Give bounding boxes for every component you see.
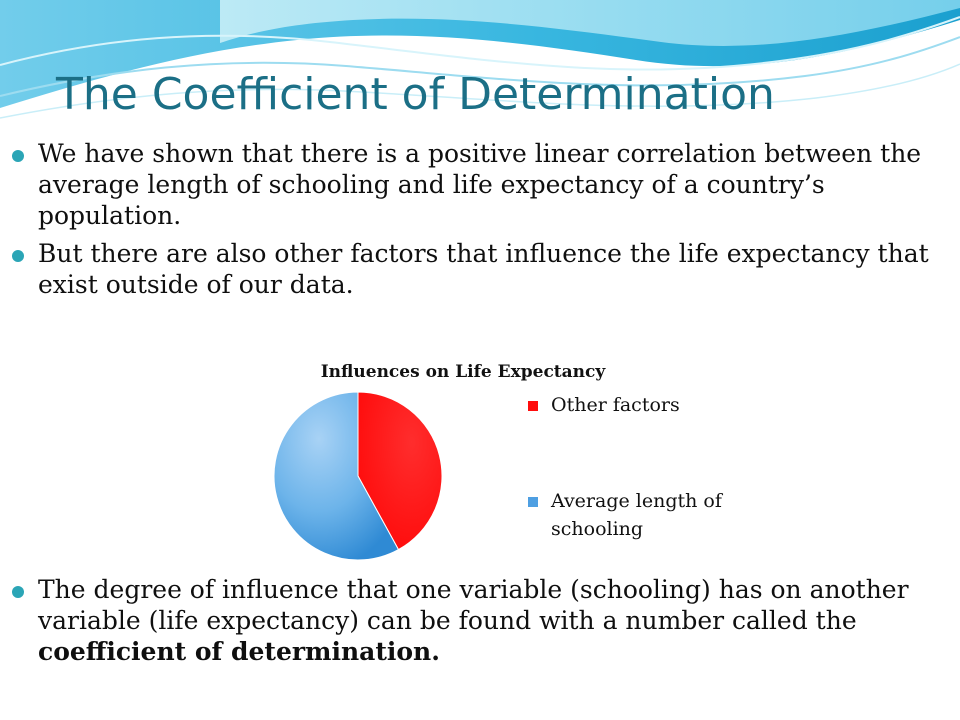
chart-title: Influences on Life Expectancy: [320, 362, 606, 382]
decorative-wave-header: [0, 0, 960, 119]
pie-chart: Influences on Life Expectancy: [272, 354, 732, 574]
bullet-item: The degree of influence that one variabl…: [12, 574, 943, 667]
pie-wrapper: [272, 390, 472, 574]
bullet-text: The degree of influence that one variabl…: [38, 575, 909, 635]
pie-slice-other-factors: [357, 391, 443, 551]
page-title: The Coefficient of Determination: [56, 69, 775, 120]
bullet-item: We have shown that there is a positive l…: [12, 138, 943, 231]
legend-swatch-other-factors: [528, 401, 538, 411]
pie-slice-average-length-of-schooling: [273, 391, 400, 561]
legend-swatch-average-length-of-schooling: [528, 497, 538, 507]
bullet-item: But there are also other factors that in…: [12, 238, 943, 300]
legend-label-other-factors: Other factors: [551, 394, 680, 416]
bullet-list: We have shown that there is a positive l…: [12, 138, 943, 307]
pie-svg: [273, 391, 443, 561]
bottom-bullet-list: The degree of influence that one variabl…: [12, 574, 943, 667]
legend-label-average-length-of-schooling: Average length of schooling: [551, 490, 722, 540]
bullet-emphasis: coefficient of determination.: [38, 637, 440, 666]
